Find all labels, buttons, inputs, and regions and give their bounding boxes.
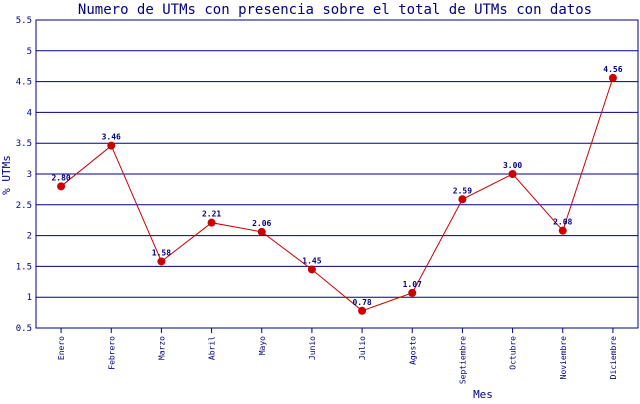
y-tick-label: 3 [27,170,32,180]
x-tick-label: Junio [308,336,317,360]
data-label: 2.80 [51,173,70,182]
data-label: 1.07 [403,280,422,289]
y-tick-label: 0.5 [16,324,32,334]
data-label-layer: 2.80 3.46 1.58 2.21 2.06 1.45 0.78 1.07 2.59 3.00… [51,65,622,307]
data-label: 3.46 [102,133,121,142]
data-point [608,73,617,82]
data-point [207,218,216,227]
data-point [107,141,116,150]
x-tick-label: Agosto [408,336,417,365]
axis-layer: 0.5 1 1.5 2 2.5 3 3.5 4 4.5 5 5.5 Enero Febrero Marzo… [16,16,639,384]
data-label: 1.45 [302,256,321,265]
data-point [57,182,66,191]
y-axis-title: % UTMs [0,155,13,195]
series-line [60,77,614,312]
x-tick-label: Julio [358,336,367,360]
grid-layer [36,19,638,329]
data-label: 2.59 [453,186,472,195]
y-tick-label: 5 [27,47,32,57]
y-tick-label: 1 [27,293,32,303]
plot-frame [35,19,639,329]
y-tick-label: 4.5 [16,78,32,88]
y-tick-label: 3.5 [16,139,32,149]
x-tick-label: Noviembre [559,336,568,380]
data-label: 3.00 [503,161,522,170]
x-tick-label: Septiembre [458,336,467,384]
data-label: 2.21 [202,210,221,219]
data-point [408,288,417,297]
y-tick-label: 5.5 [16,16,32,26]
x-tick-label: Octubre [509,336,518,370]
y-tick-label: 4 [27,108,32,118]
data-point [558,226,567,235]
x-tick-label: Marzo [157,336,166,360]
data-point [508,170,517,178]
x-tick-label: Diciembre [609,336,618,380]
data-point [358,306,367,315]
x-tick-label: Abril [208,336,217,360]
series-layer [57,73,617,315]
data-label: 4.56 [603,65,622,74]
x-axis-title: Mes [473,388,493,400]
y-tick-label: 1.5 [16,262,32,272]
data-label: 1.58 [152,248,171,257]
x-tick-label: Febrero [107,336,116,370]
chart-title: Numero de UTMs con presencia sobre el to… [78,2,592,18]
data-point [157,257,166,266]
data-point [307,265,316,274]
y-tick-label: 2 [27,232,32,242]
data-label: 2.06 [252,219,271,228]
data-point [458,195,467,204]
x-tick-label: Mayo [258,336,267,355]
y-tick-label: 2.5 [16,201,32,211]
data-label: 2.08 [553,218,572,227]
x-tick-label: Enero [57,336,66,360]
data-label: 0.78 [352,298,371,307]
data-point [257,227,266,236]
